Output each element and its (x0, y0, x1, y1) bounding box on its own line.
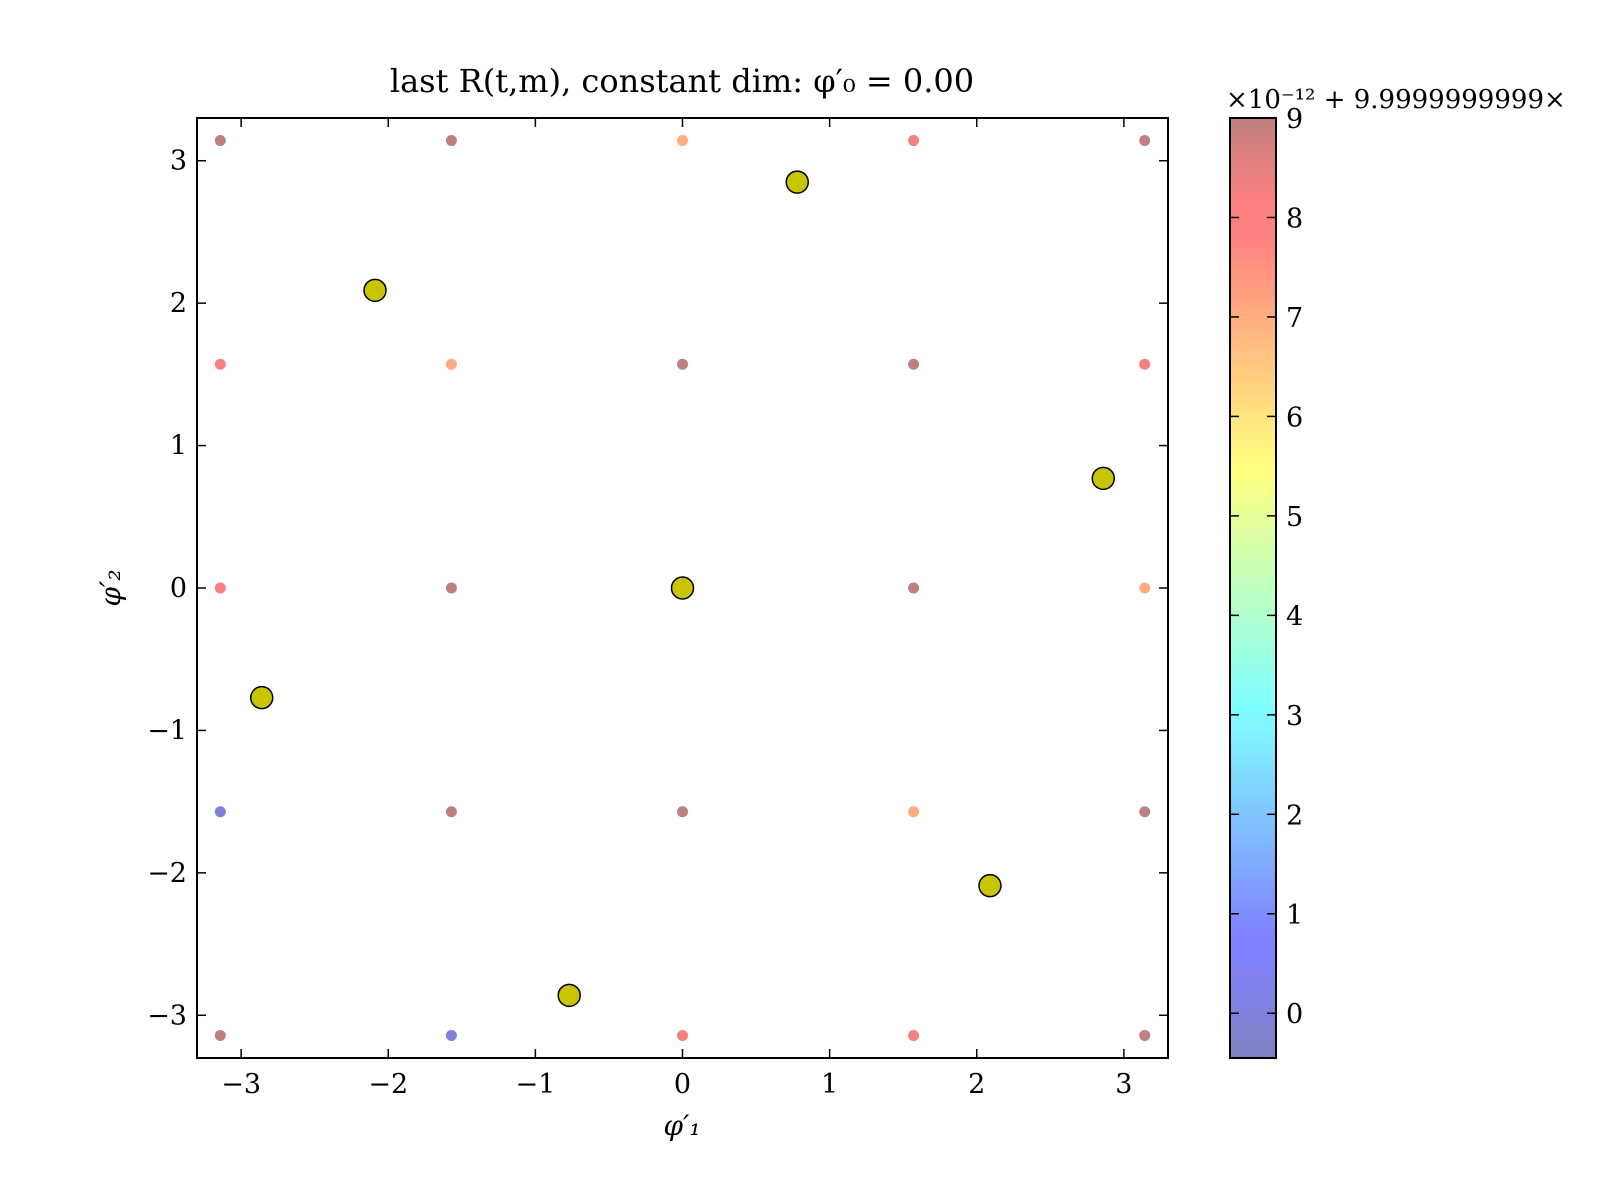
y-axis-ticks: −3 −2 −1 0 1 2 3 (147, 146, 1168, 1031)
grid-point (908, 582, 920, 594)
y-tick-label: −1 (147, 715, 187, 746)
colorbar-ticks: 0 1 2 3 4 5 6 7 8 9 (1230, 104, 1303, 1030)
colorbar-frame (1229, 117, 1277, 1059)
grid-point (677, 358, 688, 370)
x-tick-label: −1 (515, 1069, 555, 1100)
colorbar-tick-label: 8 (1286, 203, 1303, 234)
colorbar-tick-label: 2 (1286, 800, 1303, 831)
x-tick-label: −3 (221, 1069, 261, 1100)
colorbar-offset-label: ×10⁻¹² + 9.9999999999× (1226, 85, 1566, 115)
grid-point (445, 135, 457, 147)
grid-point (908, 358, 920, 370)
highlight-point (978, 873, 1002, 898)
grid-point (908, 1029, 920, 1041)
y-tick-label: 1 (170, 431, 187, 462)
grid-point (445, 358, 457, 370)
highlight-point (1091, 466, 1116, 491)
highlight-point (249, 685, 274, 710)
y-tick-label: 3 (170, 146, 187, 177)
axes-frame (196, 117, 1169, 1059)
x-tick-label: −2 (368, 1069, 408, 1100)
y-tick-label: −2 (147, 858, 187, 889)
highlight-point (557, 983, 581, 1008)
grid-point (214, 582, 226, 594)
colorbar-tick-label: 6 (1286, 402, 1303, 433)
grid-point (677, 806, 688, 818)
plot-area: −3 −2 −1 0 1 2 3 −3 −2 −1 0 1 2 3 (147, 117, 1169, 1100)
colorbar-tick-label: 1 (1286, 900, 1303, 931)
grid-point (445, 1029, 457, 1041)
grid-point (1139, 358, 1151, 370)
x-axis-ticks: −3 −2 −1 0 1 2 3 (221, 118, 1132, 1100)
y-axis-label: φ′₂ (94, 569, 127, 606)
x-tick-label: 1 (821, 1069, 838, 1100)
y-tick-label: 0 (170, 573, 187, 604)
grid-point (677, 135, 688, 147)
grid-point (1139, 1029, 1151, 1041)
colorbar-tick-label: 0 (1286, 999, 1303, 1030)
grid-point (214, 1029, 226, 1041)
grid-point (214, 806, 226, 818)
grid-point (908, 806, 920, 818)
grid-point (214, 358, 226, 370)
colorbar-tick-label: 9 (1286, 104, 1303, 135)
chart-title: last R(t,m), constant dim: φ′₀ = 0.00 (390, 62, 974, 100)
grid-point (214, 135, 226, 147)
y-tick-label: −3 (147, 1000, 187, 1031)
y-tick-label: 2 (170, 288, 187, 319)
colorbar-tick-label: 4 (1286, 601, 1303, 632)
grid-point (1139, 135, 1151, 147)
colorbar: 0 1 2 3 4 5 6 7 8 9 (1229, 104, 1303, 1059)
highlight-point (363, 278, 387, 303)
colorbar-tick-label: 5 (1286, 502, 1303, 533)
highlight-point (670, 576, 695, 600)
highlight-point (785, 170, 810, 194)
x-tick-label: 0 (674, 1069, 691, 1100)
grid-point (677, 1029, 688, 1041)
grid-point (445, 582, 457, 594)
grid-point (445, 806, 457, 818)
colorbar-tick-label: 7 (1286, 303, 1303, 334)
colorbar-tick-label: 3 (1286, 701, 1303, 732)
highlight-points-series (249, 170, 1116, 1008)
grid-point (908, 135, 920, 147)
colorbar-gradient (1230, 118, 1276, 1058)
grid-point (1139, 582, 1151, 594)
x-tick-label: 3 (1115, 1069, 1132, 1100)
x-axis-label: φ′₁ (663, 1109, 700, 1142)
grid-points-series (214, 135, 1151, 1041)
grid-point (1139, 806, 1151, 818)
x-tick-label: 2 (968, 1069, 985, 1100)
